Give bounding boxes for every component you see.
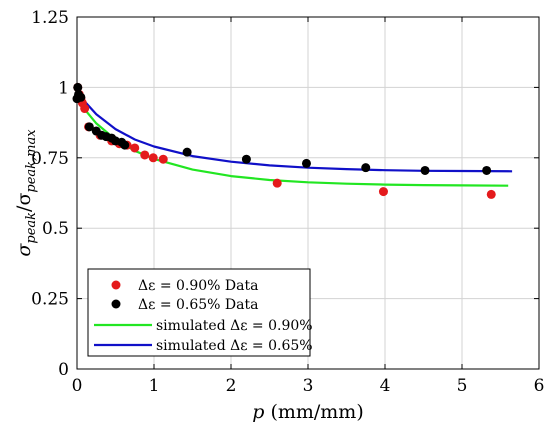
data-point-series-1 [301, 158, 311, 168]
data-point-series-0 [378, 187, 388, 197]
data-point-series-1 [241, 154, 251, 164]
legend-box [87, 268, 311, 357]
data-point-series-0 [272, 178, 282, 188]
data-point-series-0 [158, 154, 168, 164]
y-axis-label: σpeak/σpeak,max [13, 129, 39, 257]
x-tick-label: 3 [303, 376, 314, 396]
data-point-series-1 [182, 147, 192, 157]
y-tick-label: 1 [58, 78, 69, 98]
legend-marker-1 [111, 299, 121, 309]
data-point-series-1 [420, 165, 430, 175]
y-tick-label: 0.5 [42, 219, 69, 239]
data-point-series-1 [76, 92, 86, 102]
data-point-series-1 [120, 140, 130, 150]
data-point-series-0 [486, 189, 496, 199]
data-point-series-0 [80, 104, 90, 114]
ticks: 0 1 2 3 4 5 6 0 0.25 0.5 0.75 1 1.25 [31, 8, 544, 396]
data-point-series-0 [130, 143, 140, 153]
data-point-series-1 [84, 122, 94, 132]
data-point-series-0 [140, 150, 150, 160]
legend-label-0: Δε = 0.90% Data [138, 278, 258, 294]
data-point-series-0 [148, 153, 158, 163]
x-tick-label: 6 [534, 376, 545, 396]
y-tick-label: 0.25 [31, 290, 69, 310]
y-tick-label: 0.75 [31, 149, 69, 169]
x-tick-label: 0 [72, 376, 83, 396]
series-points [72, 82, 496, 199]
x-tick-label: 2 [226, 376, 237, 396]
data-point-series-1 [482, 165, 492, 175]
x-tick-label: 4 [380, 376, 391, 396]
legend-label-1: Δε = 0.65% Data [138, 297, 258, 313]
legend-label-2: simulated Δε = 0.90% [156, 318, 313, 334]
y-tick-label: 0 [58, 360, 69, 380]
x-axis-label: p (mm/mm) [252, 401, 364, 423]
legend-marker-0 [111, 280, 121, 290]
y-tick-label: 1.25 [31, 8, 69, 28]
data-point-series-1 [361, 163, 371, 173]
series-line-3 [76, 92, 513, 173]
legend-label-3: simulated Δε = 0.65% [156, 338, 313, 354]
x-tick-label: 5 [457, 376, 468, 396]
legend: Δε = 0.90% Data Δε = 0.65% Data simulated … [87, 268, 313, 357]
x-tick-label: 1 [149, 376, 160, 396]
